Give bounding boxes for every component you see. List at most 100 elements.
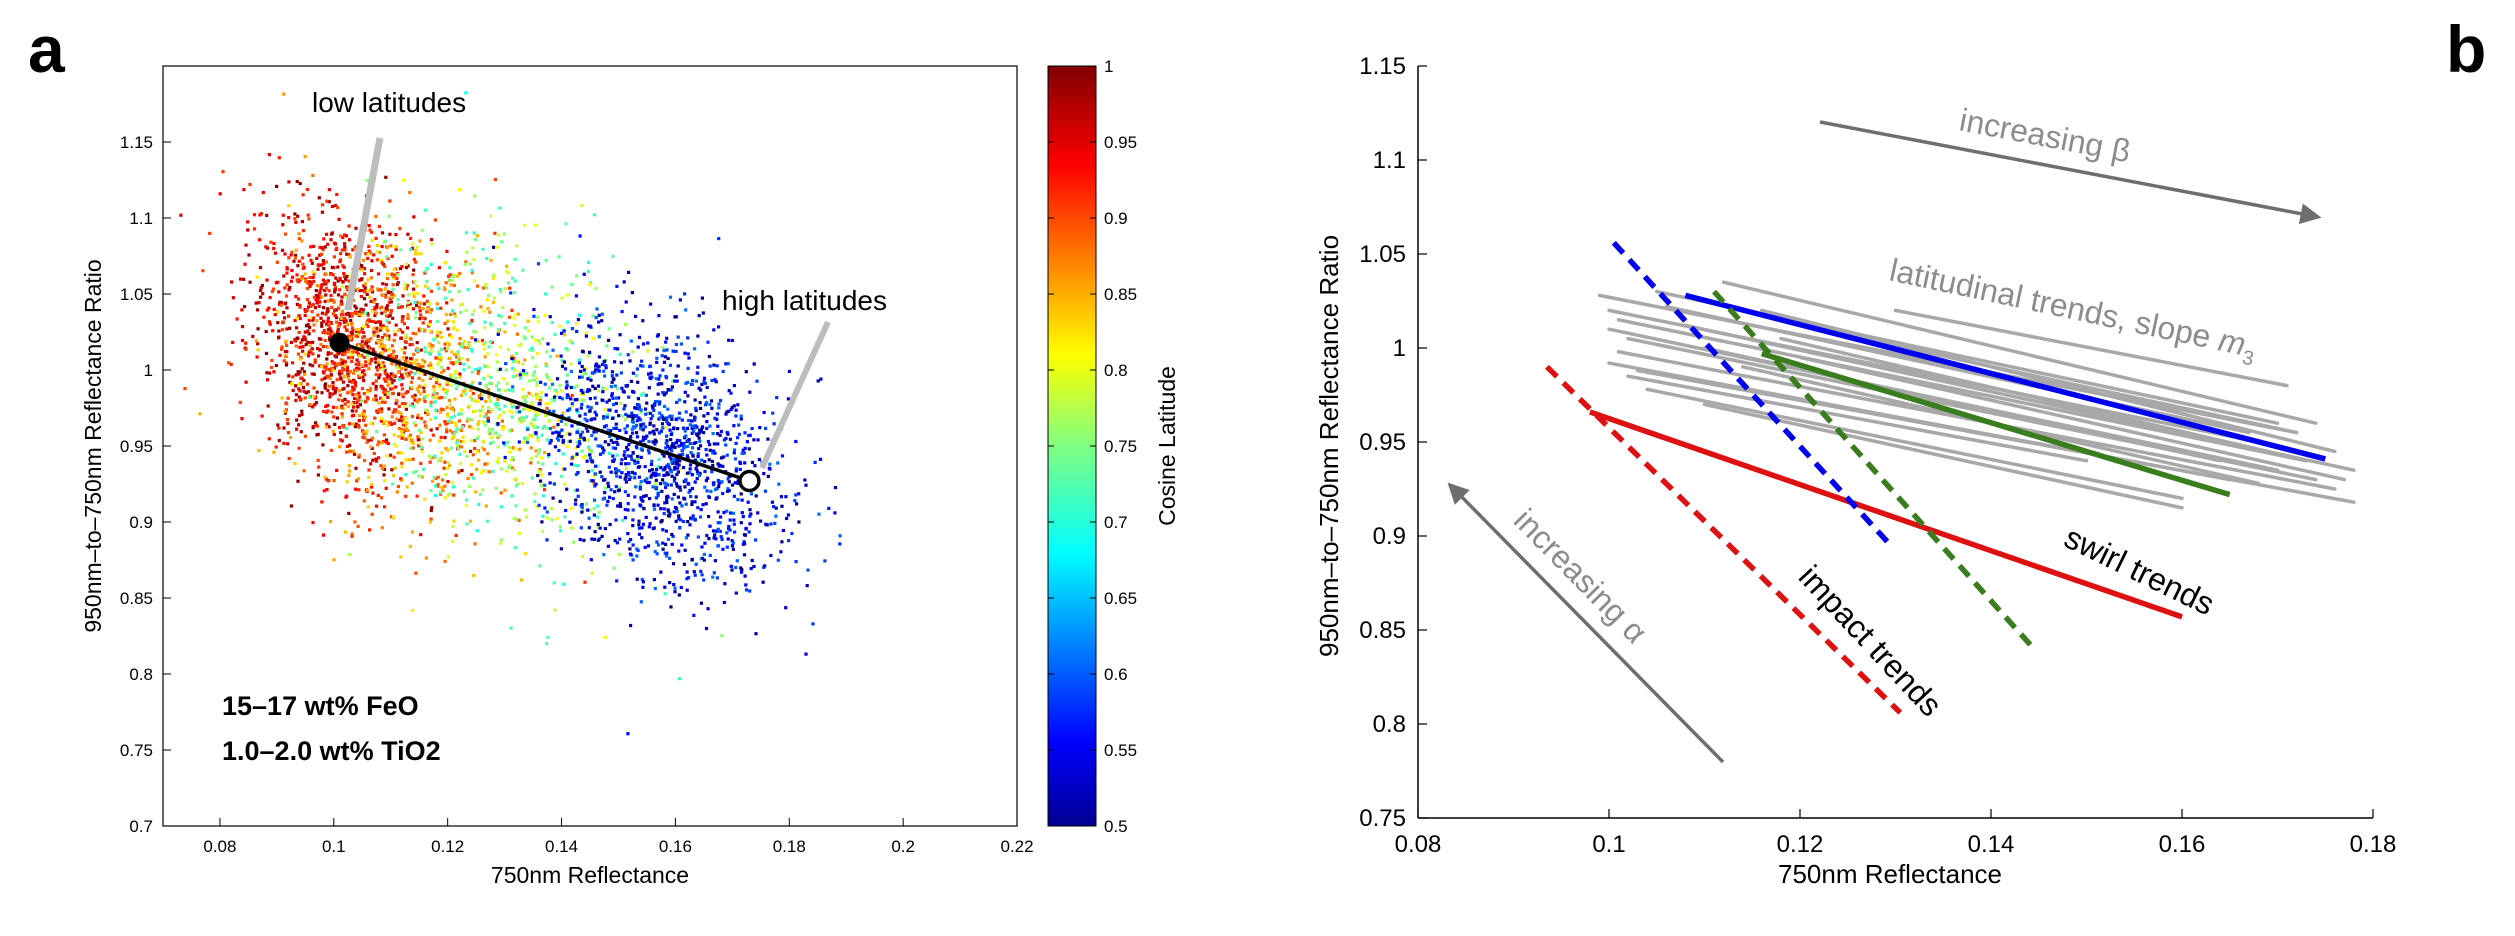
scatter-point <box>473 446 477 451</box>
scatter-point <box>730 544 734 548</box>
scatter-point <box>519 578 523 582</box>
scatter-point <box>365 312 369 316</box>
scatter-point <box>410 342 414 347</box>
scatter-point <box>737 423 741 427</box>
scatter-point <box>459 439 463 444</box>
scatter-point <box>349 334 353 338</box>
scatter-point <box>362 409 366 413</box>
scatter-point <box>351 328 355 332</box>
scatter-point <box>311 316 315 320</box>
scatter-point <box>373 357 377 361</box>
scatter-point <box>308 284 312 289</box>
scatter-point <box>712 481 716 485</box>
scatter-point <box>750 558 754 563</box>
scatter-point <box>343 360 348 364</box>
scatter-point <box>588 324 592 328</box>
scatter-point <box>639 427 643 431</box>
scatter-point <box>246 228 250 232</box>
scatter-point <box>448 278 452 282</box>
scatter-point <box>655 540 659 544</box>
scatter-point <box>354 487 358 491</box>
scatter-point <box>827 506 831 510</box>
scatter-point <box>311 303 315 307</box>
scatter-point <box>580 449 584 453</box>
scatter-point <box>558 499 562 503</box>
scatter-point <box>678 501 682 505</box>
scatter-point <box>410 385 414 389</box>
scatter-point <box>303 314 307 318</box>
scatter-point <box>437 341 441 345</box>
scatter-point <box>773 521 777 525</box>
scatter-point <box>689 495 693 499</box>
scatter-point <box>764 522 768 526</box>
scatter-point <box>421 321 425 325</box>
scatter-point <box>366 397 370 401</box>
scatter-point <box>565 393 569 397</box>
scatter-point <box>739 414 743 418</box>
scatter-point <box>618 486 622 490</box>
scatter-point <box>685 454 689 458</box>
scatter-point <box>409 438 413 442</box>
scatter-point <box>692 441 696 445</box>
scatter-point <box>637 523 641 527</box>
scatter-point <box>528 408 532 412</box>
scatter-point <box>646 544 651 548</box>
scatter-point <box>336 327 340 332</box>
scatter-point <box>691 454 695 458</box>
scatter-point <box>525 407 529 411</box>
scatter-point <box>762 472 766 476</box>
scatter-point <box>593 530 597 534</box>
scatter-point <box>350 352 354 356</box>
scatter-point <box>297 446 301 450</box>
scatter-point <box>429 417 433 421</box>
scatter-point <box>468 519 473 523</box>
scatter-point <box>612 377 616 381</box>
scatter-point <box>295 273 299 277</box>
scatter-point <box>332 432 336 437</box>
scatter-point <box>333 242 338 246</box>
scatter-point <box>329 272 333 276</box>
scatter-point <box>636 548 640 553</box>
scatter-point <box>338 375 342 379</box>
scatter-point <box>314 289 318 293</box>
scatter-point <box>694 441 698 445</box>
scatter-point <box>392 433 396 437</box>
scatter-point <box>633 461 637 465</box>
scatter-point <box>569 362 573 366</box>
scatter-point <box>380 305 384 309</box>
scatter-point <box>541 426 545 430</box>
scatter-point <box>303 155 307 159</box>
scatter-point <box>527 391 531 395</box>
scatter-point <box>454 421 458 425</box>
scatter-point <box>780 454 785 458</box>
scatter-point <box>744 583 748 587</box>
scatter-point <box>614 422 618 426</box>
scatter-point <box>542 494 546 498</box>
scatter-point <box>280 345 284 349</box>
scatter-point <box>383 479 387 483</box>
scatter-point <box>342 265 346 269</box>
scatter-point <box>348 312 352 316</box>
scatter-point <box>345 444 349 448</box>
scatter-point <box>687 438 691 442</box>
scatter-point <box>732 384 736 388</box>
x-tick-label: 0.1 <box>322 837 346 856</box>
scatter-point <box>564 347 568 351</box>
scatter-point <box>391 515 395 519</box>
scatter-point <box>539 391 543 395</box>
scatter-point <box>457 470 461 474</box>
latitudinal-trend-line <box>1798 355 2347 482</box>
scatter-point <box>664 374 668 379</box>
scatter-point <box>772 422 776 426</box>
scatter-point <box>347 252 351 257</box>
scatter-point <box>333 204 338 208</box>
scatter-point <box>298 303 302 308</box>
scatter-point <box>533 499 537 504</box>
scatter-point <box>694 562 698 566</box>
scatter-point <box>302 370 306 374</box>
scatter-point <box>415 358 419 362</box>
scatter-point <box>454 360 458 365</box>
scatter-point <box>429 517 433 521</box>
scatter-point <box>629 454 633 458</box>
scatter-point <box>310 372 314 376</box>
